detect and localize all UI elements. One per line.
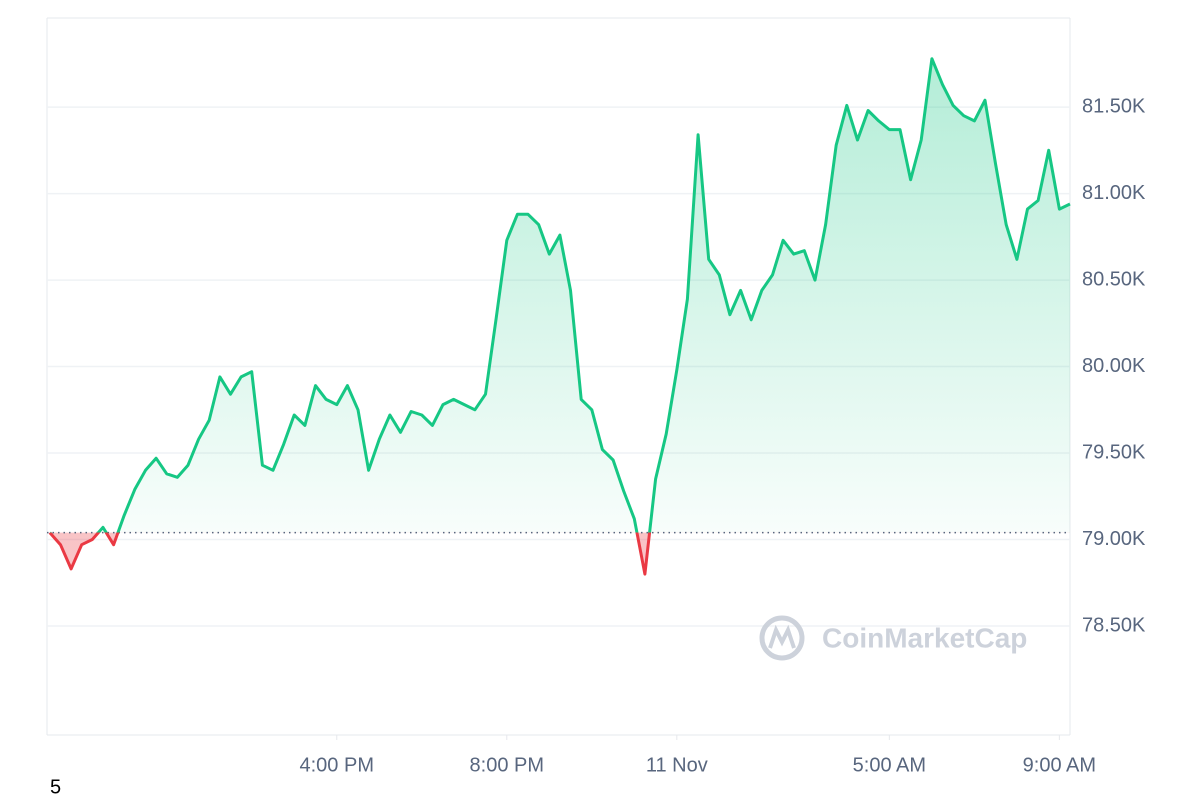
y-tick-label: 78.50K (1082, 614, 1146, 636)
y-tick-label: 79.00K (1082, 528, 1146, 550)
x-tick-label: 8:00 PM (470, 754, 544, 776)
x-tick-label: 4:00 PM (300, 754, 374, 776)
watermark-logo-mark (768, 624, 796, 649)
area (49, 58, 1071, 575)
x-tick-label: 5:00 AM (853, 754, 926, 776)
x-tick-label: 9:00 AM (1023, 754, 1096, 776)
watermark: CoinMarketCap (822, 622, 1027, 653)
y-tick-label: 80.50K (1082, 268, 1146, 290)
price-line (48, 57, 1071, 576)
watermark-logo (759, 615, 805, 661)
page-note: 5 (50, 776, 61, 798)
y-tick-label: 79.50K (1082, 441, 1146, 463)
y-tick-label: 81.00K (1082, 182, 1146, 204)
x-tick-label: 11 Nov (646, 754, 708, 776)
watermark-group: CoinMarketCap (759, 615, 1027, 661)
y-tick-label: 80.00K (1082, 355, 1146, 377)
y-tick-label: 81.50K (1082, 95, 1146, 117)
